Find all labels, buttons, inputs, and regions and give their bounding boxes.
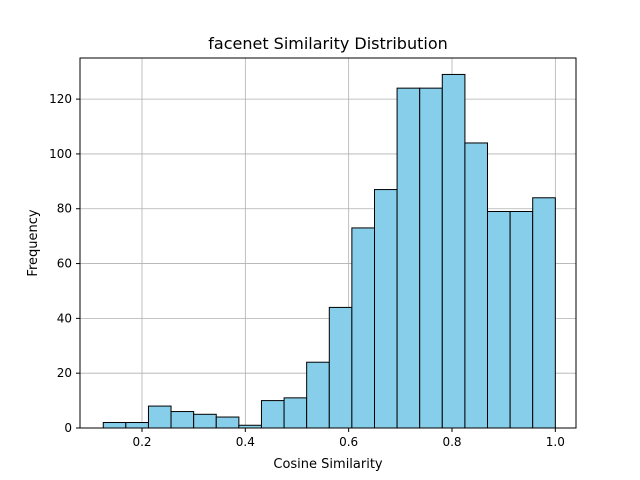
y-tick-label: 20 [57, 366, 72, 380]
x-tick-label: 0.8 [442, 435, 461, 449]
bars-layer [102, 73, 556, 429]
histogram-bar [170, 411, 195, 429]
histogram-bar [125, 422, 149, 429]
histogram-bar [215, 416, 240, 429]
x-tick-label: 0.6 [339, 435, 358, 449]
histogram-bar [419, 87, 443, 429]
x-tick-label: 0.4 [236, 435, 255, 449]
histogram-bar [306, 361, 330, 429]
histogram-bar [147, 405, 172, 429]
histogram-bar [260, 400, 285, 429]
y-tick-label: 60 [57, 257, 72, 271]
histogram-bar [374, 189, 398, 429]
x-axis-label: Cosine Similarity [273, 457, 383, 472]
histogram-bar [532, 197, 556, 429]
ticks-layer: 0.2 0.4 0.6 0.8 1.0 0 20 40 60 80 100 120 [49, 92, 565, 449]
histogram-bar [102, 422, 127, 429]
histogram-bar [486, 210, 511, 429]
histogram-bar [464, 142, 488, 429]
histogram-bar [441, 73, 466, 429]
histogram-bar [351, 227, 375, 429]
plot-frame [79, 57, 577, 429]
y-axis-label: Frequency [26, 209, 41, 276]
histogram-bar [283, 397, 308, 429]
y-tick-label: 120 [49, 92, 72, 106]
x-tick-label: 0.2 [132, 435, 151, 449]
grid-layer [80, 58, 576, 429]
y-tick-label: 40 [57, 311, 72, 325]
histogram-bar [509, 210, 534, 429]
histogram-bar [193, 413, 217, 429]
y-tick-label: 80 [57, 202, 72, 216]
y-tick-label: 0 [64, 421, 72, 435]
histogram-bar [328, 306, 353, 429]
x-tick-label: 1.0 [546, 435, 565, 449]
histogram-bar [396, 87, 421, 429]
chart-title: facenet Similarity Distribution [208, 34, 448, 53]
y-tick-label: 100 [49, 147, 72, 161]
